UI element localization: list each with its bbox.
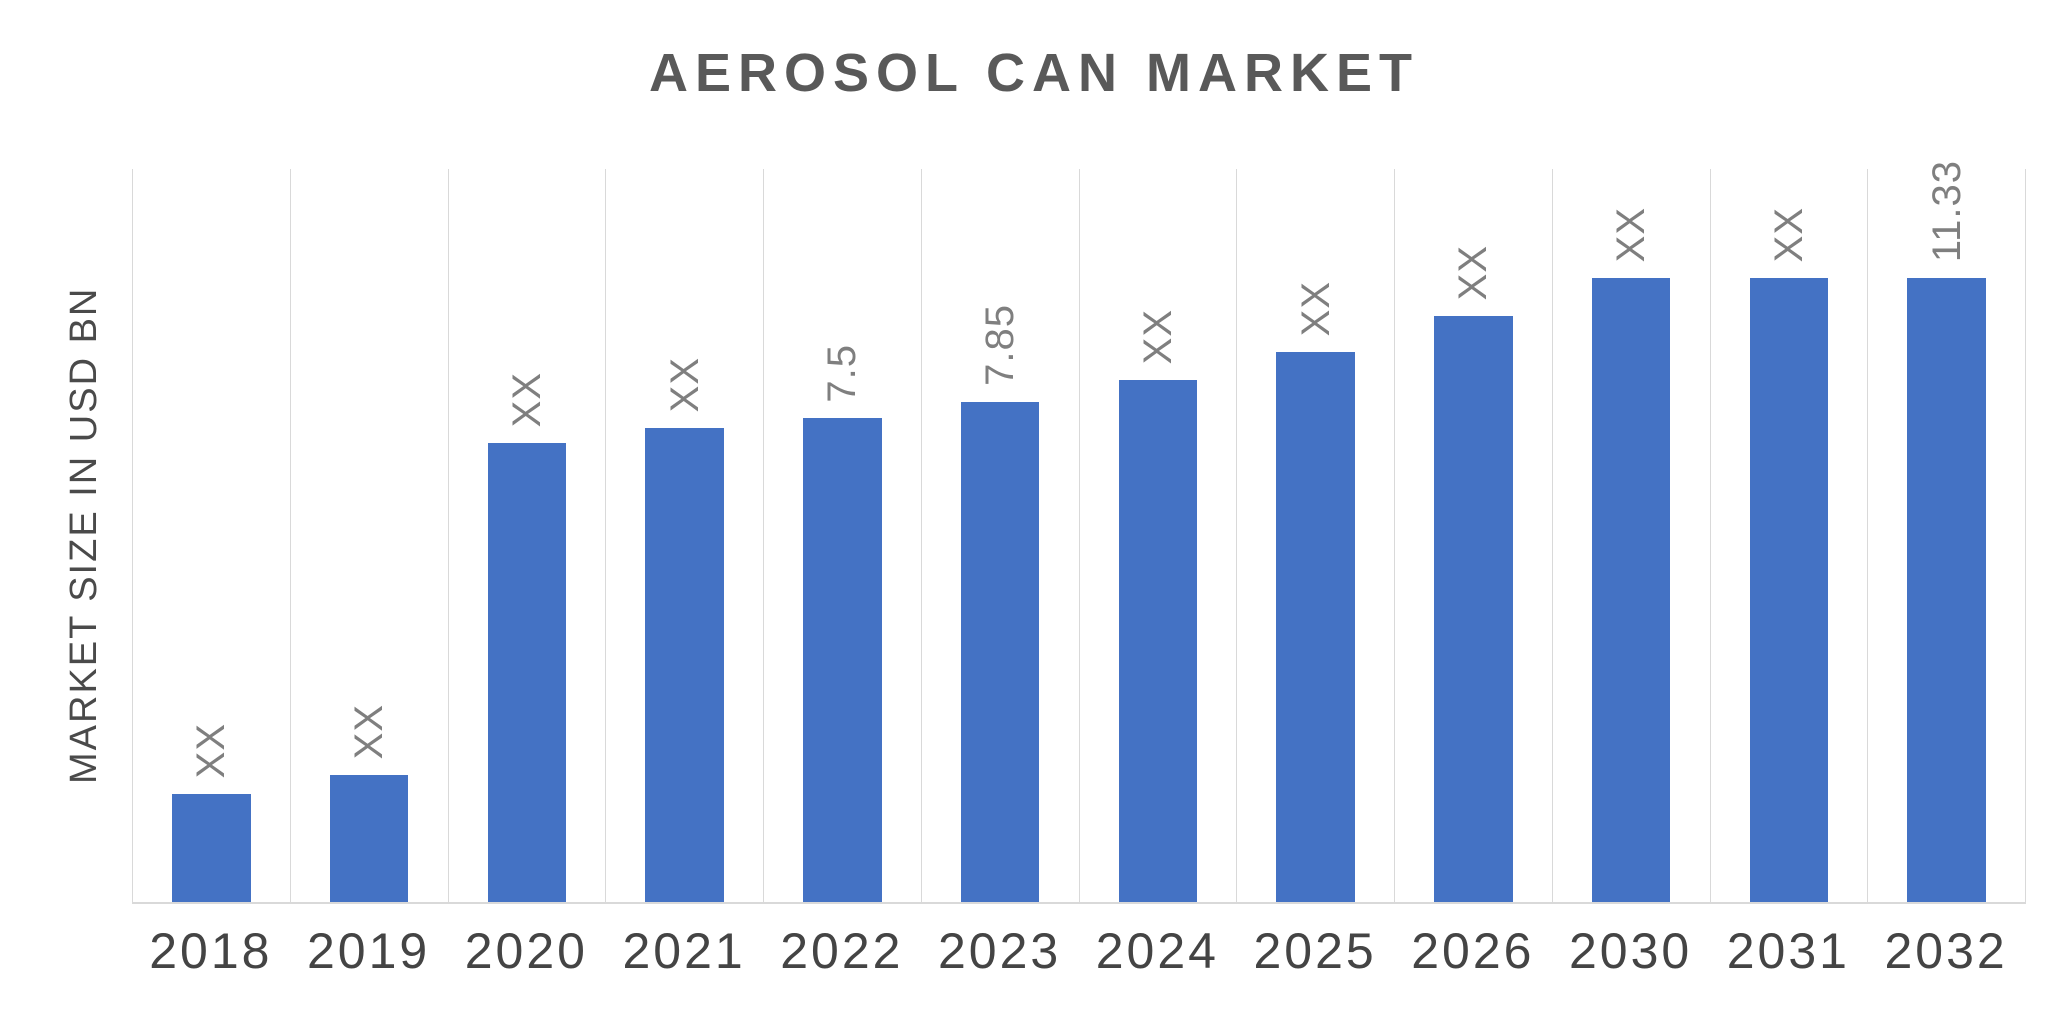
x-axis-tick-label: 2018 — [149, 923, 273, 979]
bar-value-label: XX — [1766, 206, 1811, 263]
bar — [1749, 278, 1829, 902]
x-axis-tick-label: 2020 — [464, 923, 588, 979]
x-axis-tick-label: 2032 — [1884, 923, 2008, 979]
x-axis-tick-label: 2026 — [1411, 923, 1535, 979]
x-axis-tick-label: 2031 — [1726, 923, 1850, 979]
bar — [172, 794, 251, 902]
x-axis-tick-label: 2024 — [1095, 923, 1219, 979]
bar — [329, 775, 409, 902]
bar — [1276, 352, 1355, 902]
bar — [487, 443, 567, 902]
bar-value-label: XX — [189, 722, 234, 779]
bar — [1118, 380, 1198, 902]
y-axis-title: MARKET SIZE IN USD BN — [63, 286, 105, 785]
chart-column: XX — [1394, 169, 1552, 902]
chart-column: 7.5 — [763, 169, 921, 902]
bar-value-label: 7.5 — [820, 343, 865, 403]
x-axis-tick-label: 2025 — [1253, 923, 1377, 979]
chart-column: 7.85 — [920, 169, 1079, 902]
bar-value-label: XX — [1293, 280, 1338, 337]
bar — [1591, 278, 1671, 902]
chart-column: XX — [1709, 169, 1868, 902]
chart-column: XX — [1551, 169, 1710, 902]
x-axis-tick-label: 2021 — [622, 923, 746, 979]
bar — [1434, 316, 1513, 902]
x-axis-tick-label: 2030 — [1569, 923, 1693, 979]
bar-value-label: 7.85 — [978, 304, 1023, 387]
chart-column: XX — [605, 169, 763, 902]
bar — [1907, 278, 1986, 902]
bar-value-label: XX — [662, 357, 707, 413]
bar-value-label: 11.33 — [1924, 160, 1969, 263]
chart-column: XX — [289, 169, 448, 902]
chart-title: AEROSOL CAN MARKET — [648, 43, 1420, 103]
x-axis-tick-label: 2019 — [307, 923, 431, 979]
bar-value-label: XX — [1609, 206, 1654, 263]
chart-column: XX — [447, 169, 606, 902]
chart-column: XX — [132, 169, 290, 902]
x-axis-tick-label: 2023 — [938, 923, 1062, 979]
bar — [803, 418, 882, 902]
chart-column: 11.33 — [1867, 160, 2025, 902]
bar-value-label: XX — [347, 703, 392, 760]
x-axis-tick-label: 2022 — [780, 923, 904, 979]
bar-value-label: XX — [1451, 244, 1496, 301]
chart-column: XX — [1236, 169, 1394, 902]
chart-column: XX — [1078, 169, 1237, 902]
bar-value-label: XX — [504, 371, 549, 428]
bar — [645, 428, 724, 902]
bar — [960, 402, 1040, 902]
plot-area: XX XX XX XX 7.5 7.85 XX XX XX XX XX 11.33 — [132, 160, 2026, 904]
x-axis-labels: 2018 2019 2020 2021 2022 2023 2024 2025 2026 2030… — [132, 922, 2025, 980]
bar-value-label: XX — [1135, 308, 1180, 365]
